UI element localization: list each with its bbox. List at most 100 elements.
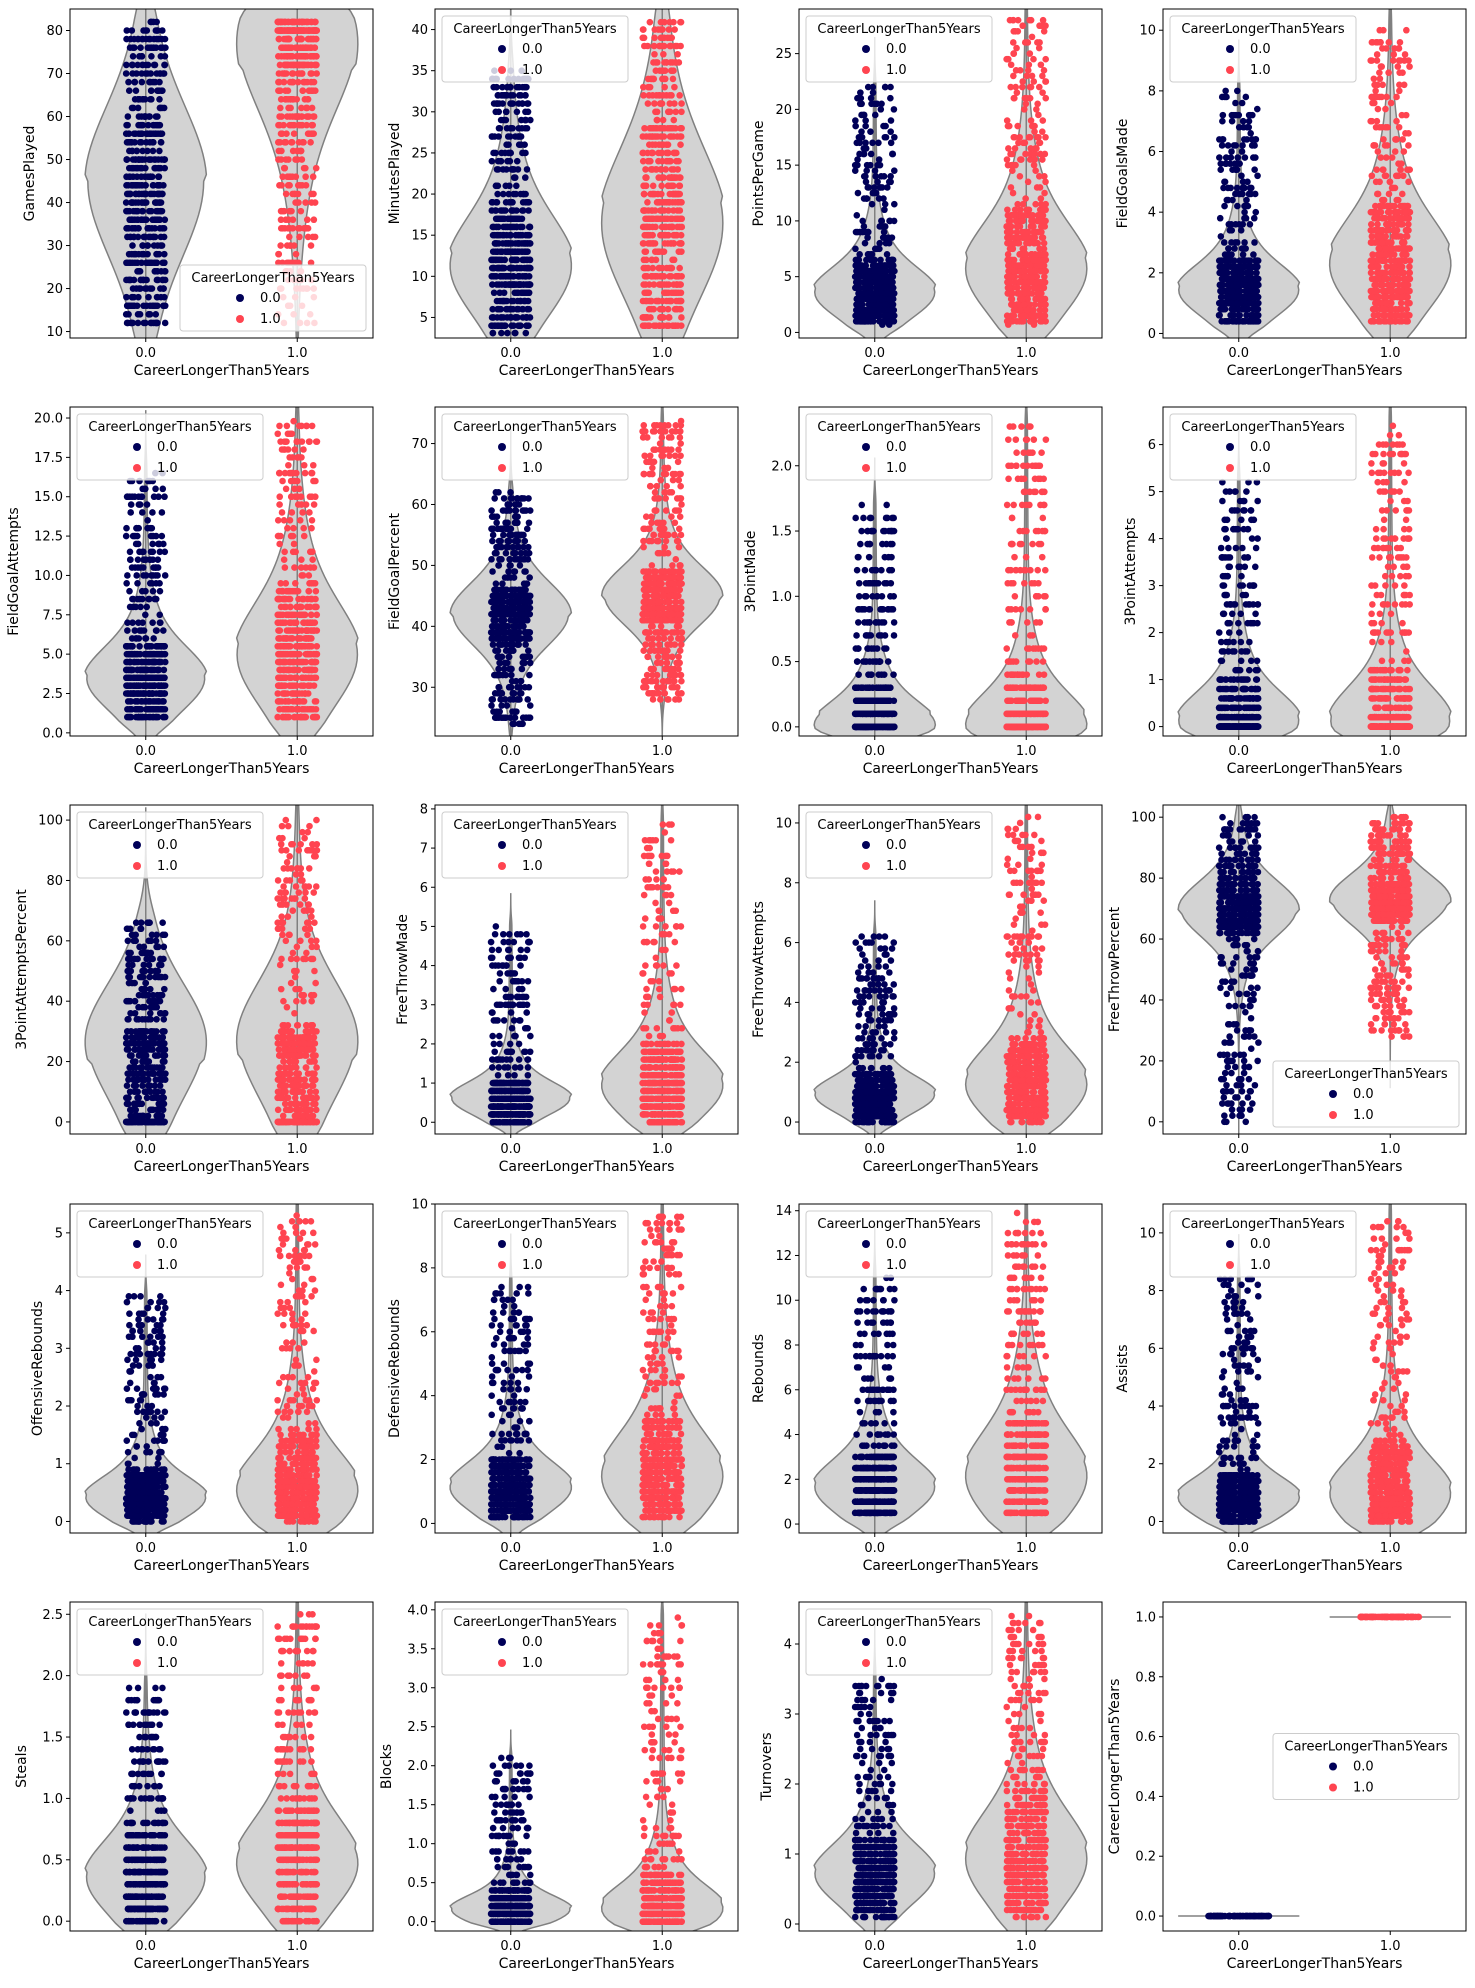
point-0.0	[519, 100, 526, 107]
point-1.0	[1368, 293, 1375, 301]
point-1.0	[308, 190, 315, 198]
point-0.0	[521, 141, 528, 149]
point-0.0	[504, 223, 511, 231]
point-1.0	[275, 35, 283, 43]
point-0.0	[870, 189, 877, 197]
point-0.0	[143, 603, 151, 611]
point-1.0	[1380, 275, 1388, 283]
point-0.0	[151, 595, 158, 603]
point-0.0	[1238, 99, 1246, 107]
point-1.0	[298, 18, 306, 26]
point-0.0	[131, 78, 138, 86]
point-1.0	[1037, 195, 1045, 202]
point-1.0	[1027, 267, 1034, 275]
point-0.0	[491, 273, 499, 280]
point-1.0	[312, 698, 320, 705]
point-1.0	[1386, 318, 1393, 325]
point-0.0	[161, 548, 169, 556]
point-1.0	[1024, 206, 1031, 214]
point-0.0	[884, 262, 892, 269]
point-0.0	[890, 106, 898, 113]
point-1.0	[1397, 57, 1404, 64]
point-0.0	[493, 314, 501, 321]
point-0.0	[1250, 214, 1258, 222]
point-1.0	[1020, 312, 1027, 319]
point-0.0	[890, 312, 898, 319]
point-0.0	[160, 713, 167, 721]
point-0.0	[148, 18, 155, 26]
point-0.0	[852, 245, 859, 253]
point-0.0	[129, 642, 136, 650]
point-0.0	[890, 217, 898, 225]
point-1.0	[281, 18, 288, 26]
point-0.0	[149, 302, 156, 310]
point-0.0	[123, 293, 130, 301]
point-1.0	[1012, 83, 1019, 91]
point-1.0	[640, 207, 648, 214]
point-0.0	[513, 264, 521, 272]
point-0.0	[523, 100, 531, 107]
point-0.0	[860, 111, 867, 119]
point-0.0	[859, 217, 866, 225]
x-tick-label: 0.0	[500, 346, 521, 361]
point-0.0	[149, 182, 157, 189]
point-1.0	[1402, 227, 1410, 234]
point-0.0	[518, 124, 526, 132]
y-axis-label: MinutesPlayed	[387, 123, 403, 225]
point-1.0	[1394, 293, 1401, 301]
point-0.0	[881, 206, 888, 214]
point-1.0	[673, 289, 680, 297]
point-0.0	[523, 166, 531, 173]
point-0.0	[1250, 299, 1258, 307]
point-0.0	[493, 198, 501, 206]
point-0.0	[511, 281, 518, 288]
point-0.0	[493, 223, 500, 231]
point-1.0	[1368, 263, 1376, 271]
point-0.0	[1244, 287, 1252, 295]
point-1.0	[1015, 139, 1022, 147]
point-0.0	[137, 44, 144, 52]
point-0.0	[500, 116, 508, 124]
point-0.0	[135, 293, 142, 301]
point-1.0	[1016, 172, 1024, 180]
point-1.0	[282, 139, 289, 146]
point-1.0	[671, 100, 678, 107]
point-0.0	[1233, 184, 1241, 192]
point-0.0	[1222, 87, 1229, 95]
point-1.0	[663, 322, 671, 329]
point-1.0	[666, 100, 674, 107]
point-1.0	[644, 42, 651, 50]
point-1.0	[672, 190, 680, 198]
point-0.0	[1216, 154, 1223, 161]
point-1.0	[1396, 69, 1403, 76]
point-0.0	[1219, 269, 1227, 277]
point-1.0	[1039, 89, 1046, 96]
point-1.0	[640, 190, 648, 198]
point-1.0	[1039, 72, 1046, 80]
point-0.0	[876, 312, 883, 319]
point-1.0	[1403, 26, 1410, 34]
point-0.0	[876, 278, 883, 286]
point-0.0	[153, 18, 160, 26]
point-0.0	[1244, 269, 1252, 277]
point-0.0	[862, 122, 869, 130]
y-tick-label: 40	[46, 196, 63, 211]
point-1.0	[285, 35, 293, 43]
point-1.0	[1030, 150, 1038, 158]
point-0.0	[863, 295, 870, 303]
point-0.0	[862, 145, 870, 152]
point-1.0	[1032, 256, 1040, 264]
point-1.0	[1004, 122, 1012, 130]
point-1.0	[671, 83, 678, 91]
point-1.0	[1374, 105, 1382, 113]
point-1.0	[1386, 178, 1394, 186]
point-0.0	[123, 658, 130, 666]
point-1.0	[1406, 263, 1413, 271]
point-0.0	[146, 642, 153, 650]
point-0.0	[144, 70, 151, 77]
point-1.0	[308, 18, 315, 26]
point-0.0	[1224, 263, 1232, 271]
point-0.0	[522, 190, 529, 198]
point-0.0	[157, 130, 164, 138]
point-1.0	[661, 223, 668, 231]
